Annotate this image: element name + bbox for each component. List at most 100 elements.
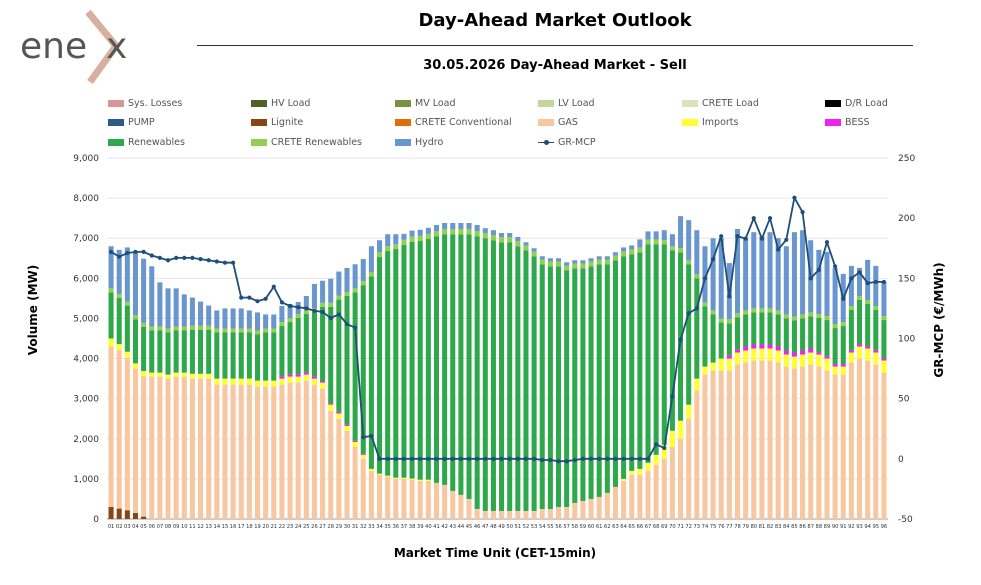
bar-segment [499,233,505,238]
bar-segment [783,246,789,315]
bar-segment [857,267,863,296]
legend-swatch [825,118,841,126]
bar-segment [189,329,195,374]
bar-segment [303,372,309,375]
y2-tick-label: -50 [898,515,913,525]
bar-segment [604,259,610,265]
bar-segment [832,364,838,367]
bar-segment [181,376,187,519]
bar-segment [857,346,863,359]
bar-segment [555,266,562,507]
bar-segment [678,248,684,253]
bar-segment [230,332,236,379]
x-tick-label: 14 [214,524,221,530]
bar-segment [474,236,480,509]
bar-segment [547,261,553,267]
bar-segment [214,328,220,333]
bar-segment [734,317,741,350]
bar-segment [816,354,822,367]
bar-segment [466,234,472,499]
y-tick-label: 3,000 [73,395,99,405]
mcp-point [792,195,797,200]
mcp-point [776,247,781,252]
bar-segment [165,332,171,375]
bar-segment [539,259,545,265]
bar-segment [515,246,521,511]
mcp-point [800,210,805,215]
bar-segment [320,381,326,383]
bar-segment [116,297,122,345]
bar-segment [279,384,285,519]
bar-segment [108,338,114,347]
bar-segment [686,260,692,265]
x-tick-label: 29 [336,524,343,530]
bar-segment [718,358,724,371]
bar-segment [629,249,635,255]
bar-segment [238,378,244,385]
bar-segment [385,476,391,519]
mcp-point [670,394,675,399]
x-tick-label: 01 [108,524,115,530]
bar-segment [206,329,212,374]
x-tick-label: 08 [165,524,172,530]
bar-segment [775,350,781,363]
legend-swatch [108,138,124,146]
bar-segment [466,222,472,229]
bar-segment [271,314,277,329]
legend-item: Imports [682,115,738,129]
bar-segment [767,360,773,519]
bar-segment [368,246,374,273]
x-tick-label: 31 [352,524,359,530]
x-tick-label: 19 [254,524,261,530]
mcp-point [857,270,862,275]
bar-segment [775,310,781,315]
bar-segment [873,350,879,353]
bar-segment [295,318,301,375]
bar-segment [409,479,415,519]
bar-segment [848,362,854,519]
bar-segment [246,310,252,329]
bar-segment [539,256,545,260]
mcp-point [841,296,846,301]
mcp-point [377,456,382,461]
x-tick-label: 86 [799,524,806,530]
bar-segment [157,376,163,519]
y-tick-label: 6,000 [73,274,99,284]
legend-label: BESS [845,116,870,128]
x-tick-label: 56 [555,524,562,530]
bar-segment [580,268,586,501]
bar-segment [246,378,252,385]
mcp-point [678,337,683,342]
bar-segment [653,244,659,455]
bar-segment [661,244,667,445]
y2-tick-label: 50 [898,395,910,405]
x-tick-label: 48 [490,524,497,530]
x-tick-label: 41 [433,524,440,530]
bar-segment [311,378,317,385]
bar-segment [702,302,708,307]
bar-segment [198,378,204,519]
bar-segment [344,425,350,431]
bar-segment [279,322,285,327]
mcp-point [133,249,138,254]
bar-segment [816,318,822,353]
legend-swatch [825,99,841,107]
mcp-point [125,250,130,256]
y-tick-label: 2,000 [73,435,99,445]
bar-segment [474,231,480,237]
bar-segment [116,249,122,294]
bar-segment [360,454,366,459]
bar-segment [865,259,871,300]
bar-segment [881,358,887,361]
mcp-point [149,253,154,258]
mcp-point [198,256,203,262]
bar-segment [726,355,732,359]
bar-segment [336,411,342,414]
bar-segment [734,349,741,353]
bar-segment [490,230,496,236]
x-tick-label: 23 [287,524,294,530]
x-tick-label: 94 [864,524,871,530]
mcp-point [564,459,569,464]
bar-segment [108,506,114,519]
bar-segment [751,232,757,309]
